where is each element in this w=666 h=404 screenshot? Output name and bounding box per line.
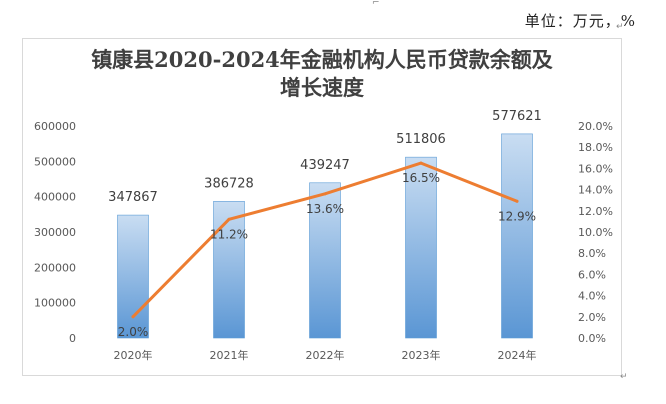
rate-value-label: 2.0% [118, 325, 149, 339]
corner-mark-top: ⌐ [372, 0, 380, 8]
bar-value-label: 439247 [300, 158, 350, 173]
left-tick-label: 400000 [34, 191, 76, 204]
right-tick-label: 20.0% [578, 120, 613, 133]
right-tick-label: 6.0% [578, 268, 606, 281]
line-data-labels: 2.0% 11.2% 13.6% 16.5% 12.9% [118, 171, 536, 339]
unit-note: 单位：万元，% [524, 12, 636, 30]
bar [117, 214, 149, 339]
right-tick-label: 0.0% [578, 332, 606, 345]
right-tick-label: 8.0% [578, 247, 606, 260]
bar [309, 182, 341, 339]
corner-mark-bottom: ↵ [620, 372, 628, 382]
bar [405, 156, 437, 339]
line-point [515, 199, 519, 203]
category-label: 2023年 [402, 348, 441, 362]
rate-value-label: 12.9% [498, 209, 536, 223]
rate-value-label: 13.6% [306, 202, 344, 216]
left-tick-label: 0 [69, 332, 76, 345]
left-axis: 0 100000 200000 300000 400000 500000 600000 [34, 120, 76, 345]
right-tick-label: 18.0% [578, 141, 613, 154]
left-tick-label: 600000 [34, 120, 76, 133]
category-label: 2024年 [498, 348, 537, 362]
chart-title-line2: 增长速度 [280, 75, 364, 100]
left-tick-label: 100000 [34, 297, 76, 310]
line-series [131, 161, 519, 319]
right-tick-label: 4.0% [578, 290, 606, 303]
bar-value-label: 511806 [396, 132, 446, 147]
line-point [131, 315, 135, 319]
category-label: 2021年 [210, 348, 249, 362]
rate-value-label: 16.5% [402, 171, 440, 185]
category-label: 2022年 [306, 348, 345, 362]
category-label: 2020年 [114, 348, 153, 362]
line-point [419, 161, 423, 165]
line-point [323, 192, 327, 196]
bar-value-label: 386728 [204, 176, 254, 191]
bar [501, 133, 533, 339]
left-tick-label: 300000 [34, 226, 76, 239]
right-tick-label: 14.0% [578, 184, 613, 197]
bar-value-label: 347867 [108, 190, 158, 205]
corner-mark-unit: ↵ [616, 22, 624, 32]
left-tick-label: 500000 [34, 155, 76, 168]
bar-data-labels: 347867 386728 439247 511806 577621 [108, 109, 542, 205]
rate-value-label: 11.2% [210, 227, 248, 241]
left-tick-label: 200000 [34, 261, 76, 274]
right-tick-label: 12.0% [578, 205, 613, 218]
right-axis: 0.0% 2.0% 4.0% 6.0% 8.0% 10.0% 12.0% 14.0% 16.0%… [578, 120, 613, 345]
bar [213, 201, 245, 339]
right-tick-label: 16.0% [578, 162, 613, 175]
right-tick-label: 2.0% [578, 311, 606, 324]
line-point [227, 217, 231, 221]
chart-title: 镇康县2020-2024年金融机构人民币贷款余额及 增长速度 [22, 46, 622, 102]
bar-value-label: 577621 [492, 109, 542, 124]
chart-title-line1: 镇康县2020-2024年金融机构人民币贷款余额及 [91, 47, 553, 72]
right-tick-label: 10.0% [578, 226, 613, 239]
x-axis: 2020年 2021年 2022年 2023年 2024年 [114, 348, 537, 362]
